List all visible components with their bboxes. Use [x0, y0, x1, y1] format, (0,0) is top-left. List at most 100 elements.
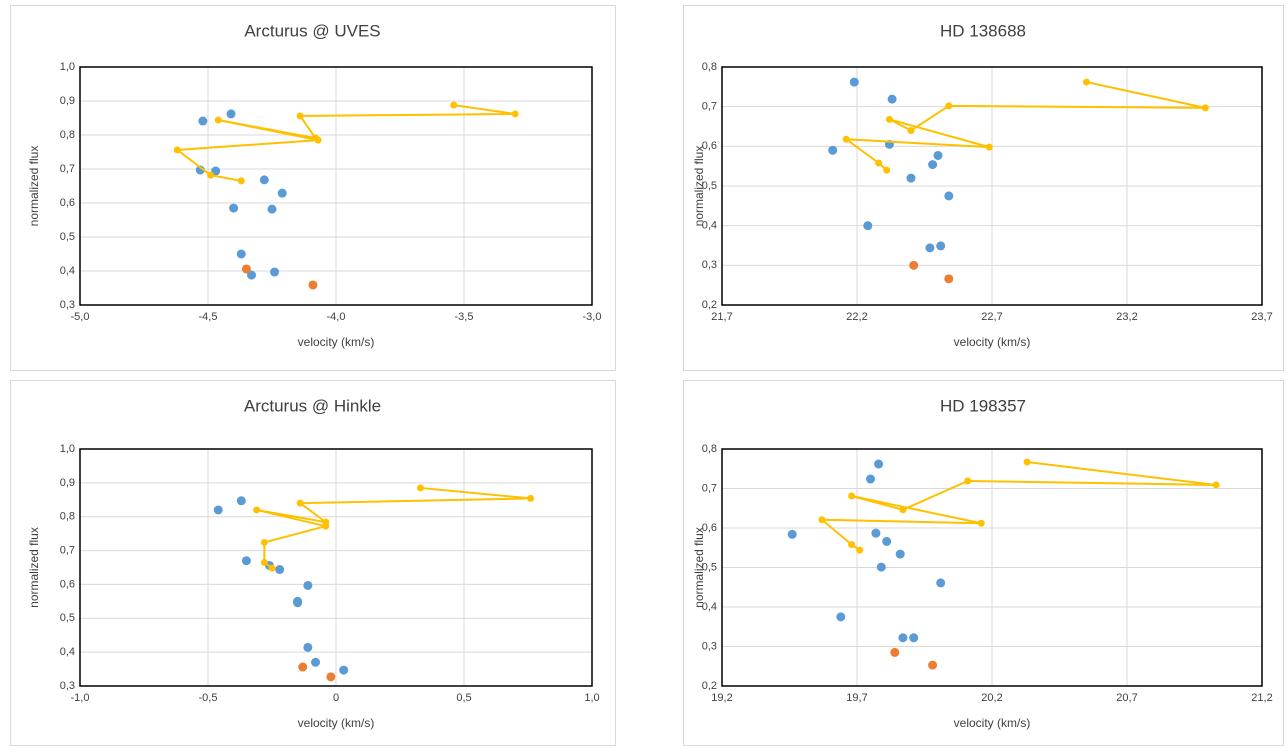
data-point — [260, 558, 268, 566]
data-point — [1212, 481, 1220, 489]
data-point — [909, 260, 919, 270]
data-point — [296, 112, 304, 120]
y-tick-label: 1,0 — [60, 443, 75, 455]
data-point — [241, 264, 251, 274]
x-tick-label: 0 — [333, 692, 339, 704]
data-point — [909, 633, 919, 643]
y-tick-label: 0,4 — [702, 601, 717, 613]
data-point — [339, 665, 349, 675]
data-point — [876, 562, 886, 572]
y-tick-label: 0,4 — [60, 646, 75, 658]
y-axis-title: normalized flux — [27, 527, 41, 608]
data-point — [298, 662, 308, 672]
data-point — [944, 274, 954, 284]
data-point — [260, 538, 268, 546]
data-point — [985, 143, 993, 151]
x-tick-label: 0,5 — [456, 692, 471, 704]
panel-border — [10, 5, 616, 371]
chart-panel: 19,2 19,7 20,2 20,7 21,2 0,2 0,3 0,4 0,5 0,6 0,7 0,… — [683, 380, 1284, 746]
plot-area — [79, 66, 593, 306]
y-axis-title: normalized flux — [692, 527, 706, 608]
data-point — [214, 116, 222, 124]
data-point — [303, 642, 313, 652]
panel-border — [683, 380, 1284, 746]
y-tick-label: 0,4 — [60, 265, 75, 277]
chart-panel: 21,7 22,2 22,7 23,2 23,7 0,2 0,3 0,4 0,5 0,6 0,7 0,… — [683, 5, 1284, 371]
data-point — [326, 672, 336, 682]
y-tick-label: 0,3 — [60, 299, 75, 311]
data-point — [863, 221, 873, 231]
data-point — [787, 529, 797, 539]
data-point — [416, 484, 424, 492]
data-point — [267, 204, 277, 214]
data-point — [944, 191, 954, 201]
data-point — [899, 506, 907, 514]
data-point — [1201, 104, 1209, 112]
data-point — [277, 188, 287, 198]
data-point — [1023, 458, 1031, 466]
x-tick-label: 22,7 — [981, 311, 1002, 323]
data-point — [311, 657, 321, 667]
y-tick-label: 0,3 — [702, 640, 717, 652]
chart-title: Arcturus @ Hinkle — [244, 396, 381, 415]
y-tick-label: 0,5 — [60, 612, 75, 624]
data-point — [173, 146, 181, 154]
data-point — [977, 519, 985, 527]
y-tick-label: 0,6 — [702, 140, 717, 152]
data-point — [874, 459, 884, 469]
chart-title: HD 198357 — [940, 396, 1026, 415]
y-axis-title: normalized flux — [692, 146, 706, 227]
y-axis-title: normalized flux — [27, 146, 41, 227]
plot-area — [79, 448, 593, 687]
data-point — [259, 175, 269, 185]
y-tick-label: 0,4 — [702, 220, 717, 232]
y-tick-label: 0,2 — [702, 299, 717, 311]
data-point — [450, 101, 458, 109]
chart-panel: -1,0 -0,5 0 0,5 1,0 0,3 0,4 0,5 0,6 0,7 0,8 0,9 1,0 A… — [10, 380, 616, 746]
chart-panel: -5,0 -4,5 -4,0 -3,5 -3,0 0,3 0,4 0,5 0,6 0,7 0,8 0,… — [10, 5, 616, 371]
data-point — [928, 160, 938, 170]
x-tick-label: -5,0 — [71, 311, 90, 323]
data-point — [293, 596, 303, 606]
panel-border — [10, 380, 616, 746]
y-tick-label: 0,8 — [60, 511, 75, 523]
data-point — [322, 522, 330, 530]
data-point — [936, 241, 946, 251]
data-point — [848, 541, 856, 549]
data-point — [842, 135, 850, 143]
data-point — [527, 494, 535, 502]
y-tick-label: 0,7 — [702, 101, 717, 113]
data-point — [936, 578, 946, 588]
data-point — [945, 102, 953, 110]
x-tick-label: 22,2 — [846, 311, 867, 323]
y-tick-label: 0,5 — [702, 561, 717, 573]
data-point — [856, 546, 864, 554]
y-tick-label: 0,2 — [702, 680, 717, 692]
y-tick-label: 0,7 — [60, 163, 75, 175]
y-tick-label: 0,6 — [60, 197, 75, 209]
data-point — [247, 270, 257, 280]
data-point — [275, 565, 285, 575]
data-point — [887, 94, 897, 104]
data-point — [296, 499, 304, 507]
x-tick-label: 23,2 — [1116, 311, 1137, 323]
x-tick-label: -4,5 — [199, 311, 218, 323]
data-point — [885, 115, 893, 123]
chart-title: HD 138688 — [940, 21, 1026, 40]
y-tick-label: 0,5 — [60, 231, 75, 243]
x-axis-title: velocity (km/s) — [954, 716, 1031, 730]
data-point — [236, 249, 246, 259]
plot-area — [721, 448, 1263, 687]
data-point — [907, 126, 915, 134]
data-point — [898, 633, 908, 643]
x-axis-title: velocity (km/s) — [298, 716, 375, 730]
x-tick-label: 1,0 — [584, 692, 599, 704]
y-tick-label: 0,8 — [60, 129, 75, 141]
y-tick-label: 0,3 — [60, 680, 75, 692]
y-tick-label: 0,8 — [702, 443, 717, 455]
data-point — [906, 173, 916, 183]
data-point — [241, 556, 251, 566]
x-tick-label: -3,5 — [455, 311, 474, 323]
data-point — [828, 145, 838, 155]
